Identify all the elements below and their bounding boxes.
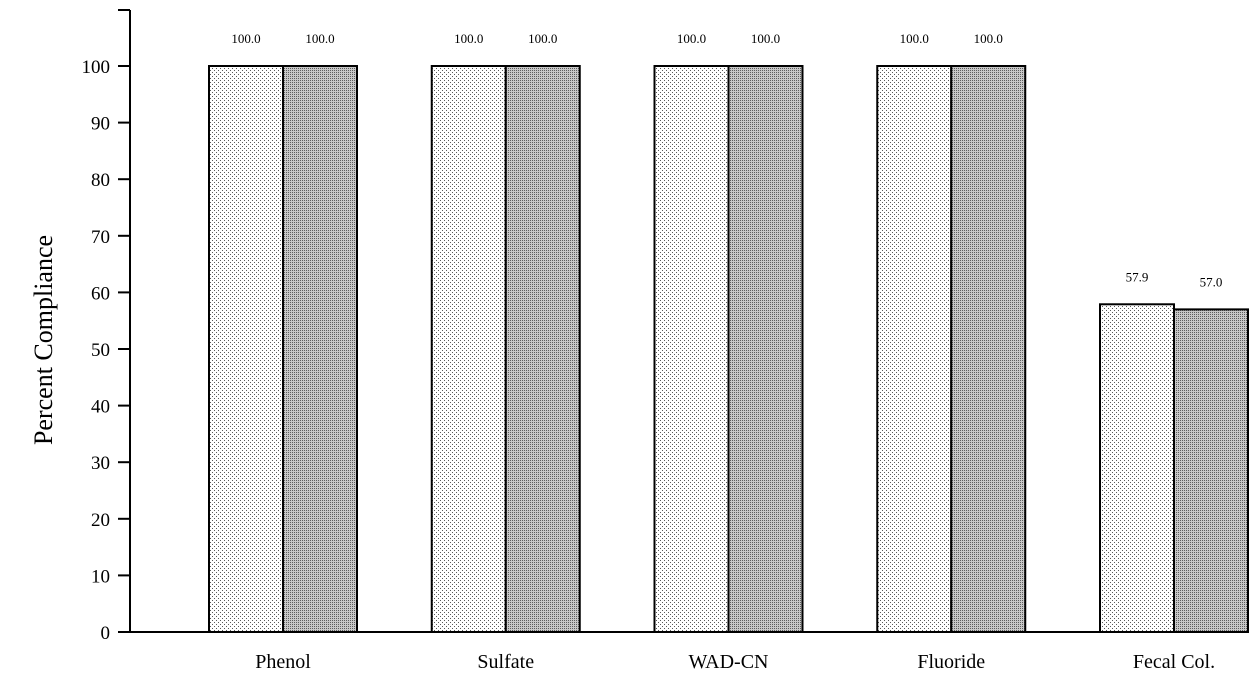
x-tick-label: Fecal Col. [1133,651,1215,673]
data-label: 100.0 [454,31,483,46]
y-tick-label: 30 [91,453,110,474]
data-label: 100.0 [751,31,780,46]
y-tick-label: 20 [91,510,110,531]
data-label: 100.0 [528,31,557,46]
data-label: 57.9 [1126,269,1149,284]
bar-sulfate-series-1 [430,65,507,633]
x-tick-label: Phenol [255,651,311,673]
bar-sulfate-series-2 [504,65,581,633]
data-label: 100.0 [305,31,334,46]
axes-layer: Phenol Sulfate WAD-CN Fluoride Fecal Col. 0 10… [82,9,1249,673]
bar-fluoride-series-2 [950,65,1027,633]
y-tick-label: 60 [91,283,110,304]
bar-fecal-col--series-2 [1173,308,1249,633]
bar-fecal-col--series-1 [1099,303,1175,633]
y-tick-label: 0 [101,623,111,644]
y-tick-label: 10 [91,566,110,587]
x-tick-label: Fluoride [917,651,985,673]
x-tick-label: Sulfate [477,651,534,673]
bars-layer: 100.0 100.0 100.0 100.0 100.0 100.0 100.0 100.0… [208,31,1249,633]
y-tick-label: 50 [91,340,110,361]
data-label: 100.0 [900,31,929,46]
y-tick-label: 40 [91,397,110,418]
data-label: 100.0 [677,31,706,46]
data-label: 57.0 [1200,274,1223,289]
bar-wad-cn-series-2 [727,65,804,633]
data-label: 100.0 [231,31,260,46]
bar-phenol-series-1 [208,65,284,633]
data-label: 100.0 [974,31,1003,46]
bar-fluoride-series-1 [876,65,953,633]
bar-phenol-series-2 [282,65,358,633]
bar-wad-cn-series-1 [653,65,730,633]
y-tick-label: 100 [82,57,111,78]
y-tick-label: 90 [91,114,110,135]
y-tick-label: 70 [91,227,110,248]
y-tick-label: 80 [91,170,110,191]
y-axis-title: Percent Compliance [29,235,58,445]
x-tick-label: WAD-CN [689,651,769,673]
